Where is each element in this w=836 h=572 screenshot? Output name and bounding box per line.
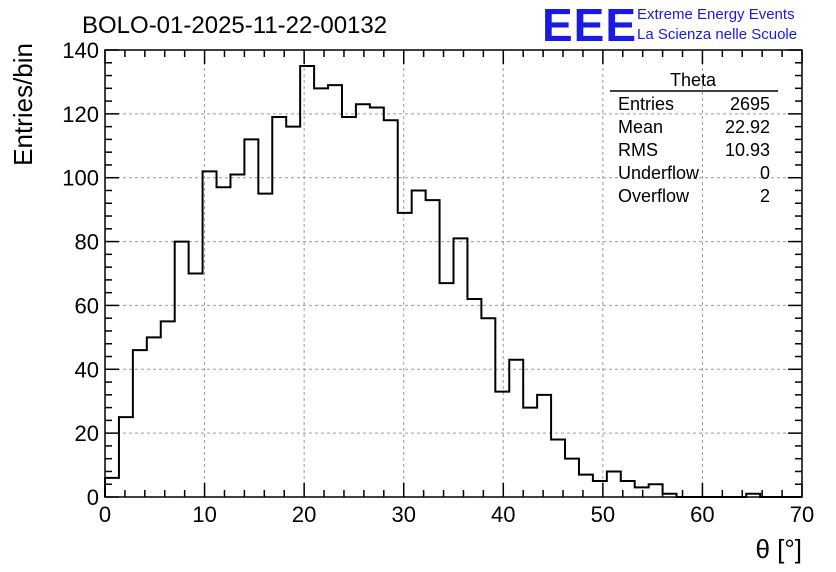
y-tick-label: 120 (62, 102, 99, 127)
plot-frame (104, 49, 803, 498)
histogram-bin (509, 360, 523, 497)
histogram-bin (467, 299, 481, 497)
stats-rms-value: 10.93 (725, 140, 770, 160)
histogram-bin (230, 175, 244, 497)
y-tick-label: 80 (75, 230, 99, 255)
histogram-bin (495, 392, 509, 497)
stats-box: Theta Entries 2695 Mean 22.92 RMS 10.93 … (610, 70, 778, 206)
histogram-bin (398, 213, 412, 497)
y-tick-labels: 0 20 40 60 80 100 120 140 (62, 38, 99, 510)
stats-overflow-label: Overflow (618, 186, 690, 206)
histogram-bin (370, 107, 384, 497)
stats-mean-value: 22.92 (725, 117, 770, 137)
histogram-bin (175, 242, 189, 497)
eee-logo-line2: La Scienza nelle Scuole (637, 26, 797, 43)
histogram-bin (440, 283, 454, 497)
histogram-bin (272, 117, 286, 497)
eee-logo-mark: EEE (542, 0, 637, 51)
histogram-bin (579, 475, 593, 497)
histogram-bin (300, 66, 314, 497)
histogram-bin (356, 104, 370, 497)
x-tick-label: 0 (99, 502, 111, 527)
histogram-bin (189, 274, 203, 498)
histogram-outline (104, 64, 802, 498)
histogram-bin (105, 478, 119, 497)
histogram-bin (635, 487, 649, 497)
stats-entries-value: 2695 (730, 94, 770, 114)
stats-entries-label: Entries (618, 94, 674, 114)
histogram-bin (412, 190, 426, 497)
histogram-bin (454, 238, 468, 497)
histogram-bin (328, 85, 342, 497)
histogram-bin (607, 471, 621, 497)
x-tick-label: 70 (790, 502, 814, 527)
eee-logo: EEE Extreme Energy Events La Scienza nel… (542, 0, 797, 51)
x-tick-label: 40 (491, 502, 515, 527)
histogram-bin (161, 321, 175, 497)
histogram-bin (286, 127, 300, 497)
histogram-bin (649, 484, 663, 497)
stats-underflow-value: 0 (760, 163, 770, 183)
histogram-bin (551, 440, 565, 497)
x-tick-label: 30 (391, 502, 415, 527)
x-tick-label: 20 (292, 502, 316, 527)
histogram-bin (217, 187, 231, 497)
stats-rms-label: RMS (618, 140, 658, 160)
x-axis-title: θ [°] (755, 534, 802, 564)
stats-title: Theta (670, 70, 717, 90)
histogram-bin (384, 120, 398, 497)
x-tick-label: 10 (192, 502, 216, 527)
histogram-bin (593, 481, 607, 497)
histogram-bin (537, 395, 551, 497)
histogram-bin (314, 88, 328, 497)
histogram-bin (244, 139, 258, 497)
x-tick-label: 50 (591, 502, 615, 527)
axis-ticks (104, 49, 803, 498)
y-tick-label: 140 (62, 38, 99, 63)
histogram-bin (342, 117, 356, 497)
stats-mean-label: Mean (618, 117, 663, 137)
x-tick-label: 60 (690, 502, 714, 527)
stats-underflow-label: Underflow (618, 163, 700, 183)
histogram-bin (119, 417, 133, 497)
histogram-bin (203, 171, 217, 497)
histogram-bin (481, 318, 495, 497)
histogram-series (104, 64, 802, 498)
stats-overflow-value: 2 (760, 186, 770, 206)
y-tick-label: 100 (62, 166, 99, 191)
chart-title: BOLO-01-2025-11-22-00132 (82, 12, 387, 39)
histogram-bin (565, 459, 579, 497)
histogram-bin (258, 194, 272, 497)
histogram-bin (523, 408, 537, 497)
y-axis-title: Entries/bin (8, 43, 38, 166)
y-tick-label: 0 (87, 485, 99, 510)
y-tick-label: 60 (75, 293, 99, 318)
histogram-bin (426, 200, 440, 497)
x-tick-labels: 0 10 20 30 40 50 60 70 (99, 502, 814, 527)
y-tick-label: 20 (75, 421, 99, 446)
histogram-bin (147, 337, 161, 497)
y-tick-label: 40 (75, 357, 99, 382)
histogram-bin (133, 350, 147, 497)
eee-logo-line1: Extreme Energy Events (637, 6, 795, 23)
